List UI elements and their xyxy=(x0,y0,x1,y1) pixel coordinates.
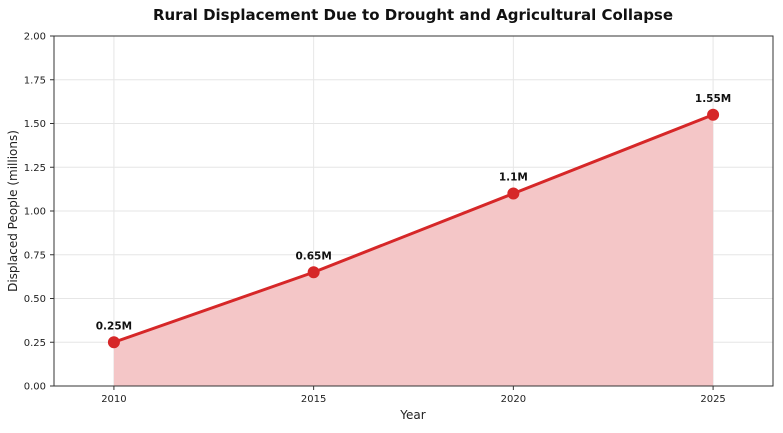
data-label: 1.1M xyxy=(499,172,528,184)
x-axis-ticks: 2010 2015 2020 2025 xyxy=(101,386,726,405)
y-tick-label: 0.25 xyxy=(24,338,46,349)
series-line xyxy=(113,113,714,344)
y-axis-ticks: 0.00 0.25 0.50 0.75 1.00 1.25 1.50 1.75 2.00 xyxy=(24,32,54,393)
y-axis-label: Displaced People (millions) xyxy=(6,130,20,292)
y-tick-label: 1.00 xyxy=(24,207,46,218)
y-tick-label: 1.50 xyxy=(24,119,46,130)
y-tick-label: 0.00 xyxy=(24,382,46,393)
data-label: 0.25M xyxy=(96,320,132,332)
data-point xyxy=(507,187,520,200)
area-layer xyxy=(113,114,714,386)
point-layer xyxy=(107,108,720,349)
y-tick-label: 1.25 xyxy=(24,163,46,174)
x-tick-label: 2010 xyxy=(101,394,126,405)
data-point xyxy=(107,336,120,349)
chart-title: Rural Displacement Due to Drought and Ag… xyxy=(153,6,673,24)
y-tick-label: 0.75 xyxy=(24,250,46,261)
y-tick-label: 0.50 xyxy=(24,294,46,305)
series-area-fill xyxy=(113,114,714,386)
data-label: 1.55M xyxy=(695,93,731,105)
data-point xyxy=(707,108,720,121)
x-axis-label: Year xyxy=(399,408,425,422)
y-tick-label: 2.00 xyxy=(24,32,46,43)
x-tick-label: 2025 xyxy=(700,394,725,405)
line-layer xyxy=(113,113,714,344)
data-point xyxy=(307,266,320,279)
data-label: 0.65M xyxy=(295,250,331,262)
x-tick-label: 2015 xyxy=(301,394,326,405)
data-label-layer: 0.25M 0.65M 1.1M 1.55M xyxy=(96,93,732,333)
y-tick-label: 1.75 xyxy=(24,75,46,86)
x-tick-label: 2020 xyxy=(501,394,526,405)
